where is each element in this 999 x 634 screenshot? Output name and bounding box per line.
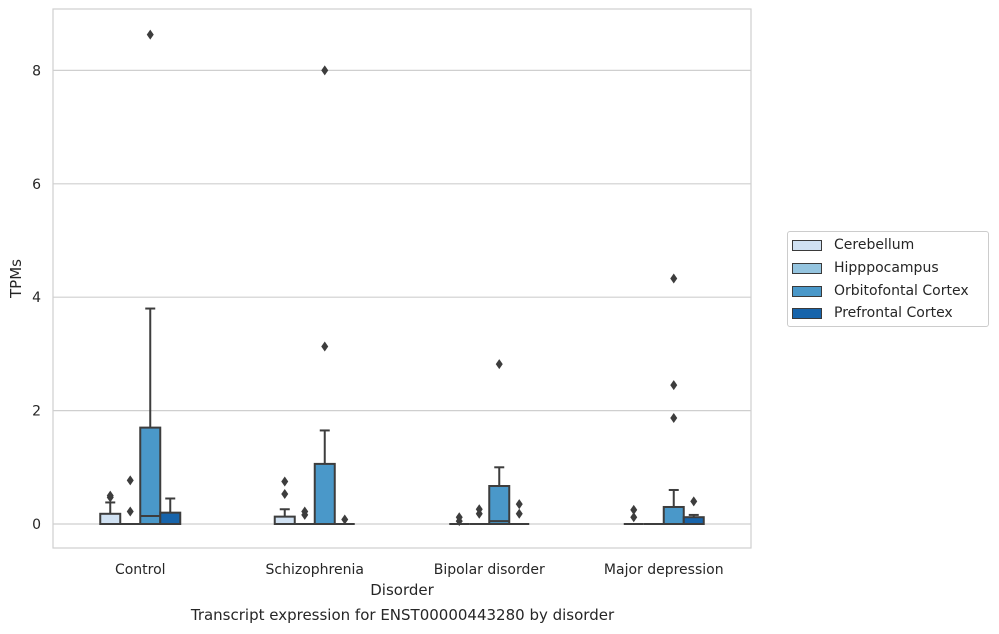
outlier-point [341, 514, 349, 525]
box [273, 515, 296, 526]
x-tick-label: Major depression [604, 562, 724, 578]
box [662, 505, 685, 525]
legend-item-orbitofrontal: Orbitofontal Cortex [792, 281, 969, 301]
box [313, 462, 336, 526]
outlier-point [630, 504, 638, 515]
outlier-point [455, 512, 463, 523]
chart-legend: Cerebellum Hipppocampus Orbitofontal Cor… [787, 231, 989, 327]
outlier-point [321, 341, 329, 352]
outlier-point [301, 506, 309, 517]
outlier-point [670, 412, 678, 423]
outlier-point [670, 273, 678, 284]
legend-item-prefrontal: Prefrontal Cortex [792, 303, 953, 323]
y-tick-label: 4 [32, 290, 41, 306]
x-tick-label: Bipolar disorder [434, 562, 545, 578]
outlier-point [126, 475, 134, 486]
y-tick-label: 2 [32, 404, 41, 420]
y-tick-label: 6 [32, 177, 41, 193]
outlier-point [630, 512, 638, 523]
outlier-point [515, 508, 523, 519]
outlier-point [515, 499, 523, 510]
x-tick-label: Schizophrenia [266, 562, 364, 578]
plot-frame [52, 8, 752, 549]
x-axis-label: Disorder [370, 581, 434, 599]
legend-swatch-prefrontal [792, 307, 822, 319]
figure-caption: Transcript expression for ENST0000044328… [190, 606, 615, 624]
legend-label-prefrontal: Prefrontal Cortex [834, 305, 953, 321]
outlier-point [321, 65, 329, 76]
outlier-point [146, 29, 154, 40]
outlier-point [106, 490, 114, 501]
outlier-point [670, 380, 678, 391]
outlier-point [475, 504, 483, 515]
legend-swatch-hippocampus [792, 262, 822, 274]
outlier-point [495, 359, 503, 370]
legend-item-hippocampus: Hipppocampus [792, 258, 939, 278]
legend-label-cerebellum: Cerebellum [834, 237, 915, 253]
outlier-point [126, 506, 134, 517]
x-tick-label: Control [115, 562, 166, 578]
box [99, 512, 122, 526]
y-tick-label: 8 [32, 63, 41, 79]
y-axis-label: TPMs [7, 259, 25, 299]
legend-item-cerebellum: Cerebellum [792, 235, 914, 255]
box [159, 511, 182, 525]
legend-label-orbitofrontal: Orbitofontal Cortex [834, 283, 969, 299]
box [139, 426, 162, 525]
legend-swatch-cerebellum [792, 239, 822, 251]
outlier-point [690, 496, 698, 507]
outlier-point [281, 488, 289, 499]
legend-swatch-orbitofrontal [792, 285, 822, 297]
box [488, 485, 511, 525]
box [682, 516, 705, 525]
outlier-point [281, 476, 289, 487]
y-tick-label: 0 [32, 517, 41, 533]
legend-label-hippocampus: Hipppocampus [834, 260, 939, 276]
